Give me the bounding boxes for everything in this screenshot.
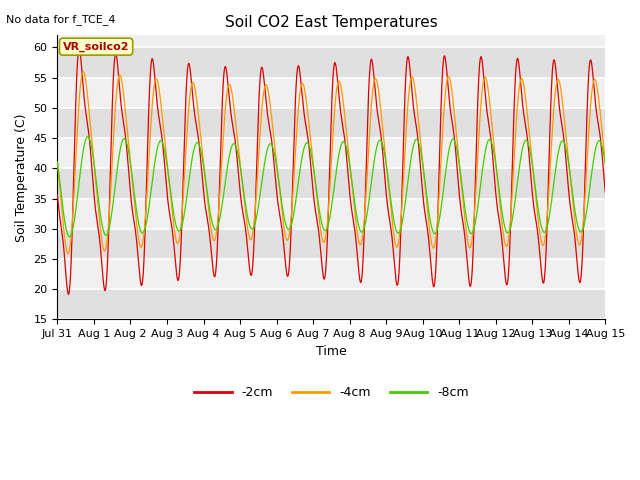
Bar xyxy=(58,289,605,319)
Bar xyxy=(58,78,605,108)
Bar xyxy=(58,108,605,138)
Bar xyxy=(58,138,605,168)
Title: Soil CO2 East Temperatures: Soil CO2 East Temperatures xyxy=(225,15,438,30)
X-axis label: Time: Time xyxy=(316,345,347,358)
Text: VR_soilco2: VR_soilco2 xyxy=(63,42,129,52)
Bar xyxy=(58,199,605,229)
Text: No data for f_TCE_4: No data for f_TCE_4 xyxy=(6,14,116,25)
Y-axis label: Soil Temperature (C): Soil Temperature (C) xyxy=(15,113,28,241)
Bar xyxy=(58,229,605,259)
Bar xyxy=(58,48,605,78)
Bar xyxy=(58,168,605,199)
Bar xyxy=(58,259,605,289)
Legend: -2cm, -4cm, -8cm: -2cm, -4cm, -8cm xyxy=(189,381,474,404)
